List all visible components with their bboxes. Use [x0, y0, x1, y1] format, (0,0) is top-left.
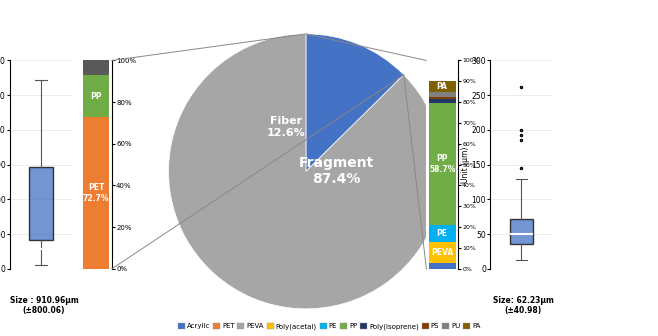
PathPatch shape — [509, 219, 534, 245]
Bar — [429, 242, 455, 262]
Wedge shape — [168, 34, 443, 309]
Bar — [429, 81, 455, 92]
Text: PP: PP — [90, 92, 102, 101]
Text: PP
58.7%: PP 58.7% — [429, 154, 455, 174]
Bar — [429, 262, 455, 269]
Wedge shape — [306, 34, 404, 171]
Bar — [429, 225, 455, 242]
Bar — [83, 60, 109, 75]
Text: Size: 62.23μm
(±40.98): Size: 62.23μm (±40.98) — [493, 296, 553, 315]
Text: Size : 910.96μm
(±800.06): Size : 910.96μm (±800.06) — [10, 296, 78, 315]
Legend: Acrylic, PET, PEVA, Poly(acetal), PE, PP, Poly(isoprene), PS, PU, PA: Acrylic, PET, PEVA, Poly(acetal), PE, PP… — [175, 320, 483, 333]
Text: PET
72.7%: PET 72.7% — [83, 183, 109, 203]
Text: PEVA: PEVA — [431, 248, 453, 257]
Bar — [429, 98, 455, 103]
Text: PE: PE — [437, 229, 447, 238]
Text: Fragment
87.4%: Fragment 87.4% — [299, 156, 374, 186]
Bar — [429, 103, 455, 225]
Bar — [83, 75, 109, 117]
PathPatch shape — [29, 167, 53, 240]
Bar — [83, 117, 109, 269]
Bar — [429, 96, 455, 98]
Bar — [429, 92, 455, 96]
Text: Fiber
12.6%: Fiber 12.6% — [266, 116, 305, 138]
Text: PA: PA — [437, 82, 447, 91]
Y-axis label: Unit (μm): Unit (μm) — [461, 146, 470, 183]
